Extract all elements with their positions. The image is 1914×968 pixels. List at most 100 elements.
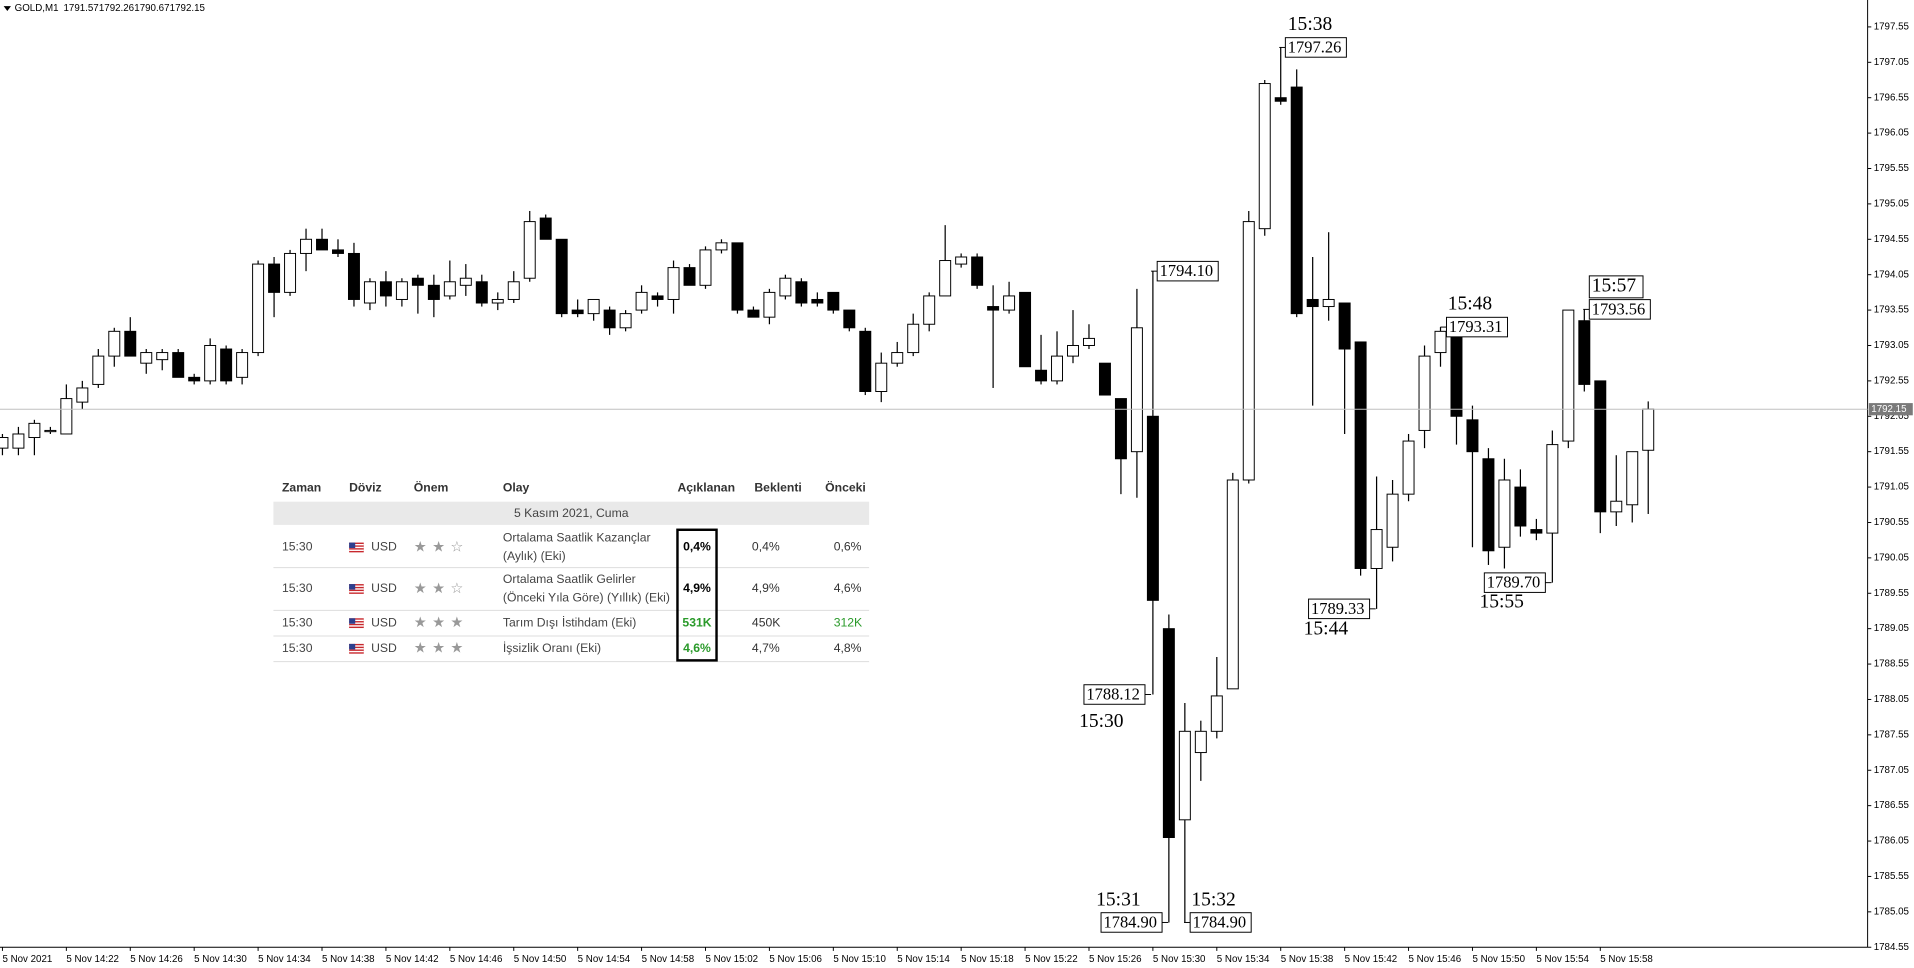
candle-body (475, 281, 488, 304)
candle-body (284, 252, 297, 293)
calendar-actual: 0,4% (683, 540, 711, 554)
candle-body (12, 433, 25, 449)
candle-body (1114, 398, 1127, 460)
flag-stripe (349, 546, 364, 549)
candle-body (108, 330, 121, 357)
annotation-box (1156, 260, 1219, 282)
flag-stripe (349, 619, 364, 622)
candle-body (1530, 529, 1543, 534)
annotation-price: 1789.33 (1311, 599, 1365, 618)
candle-body (907, 323, 920, 354)
candle-body (1051, 355, 1064, 382)
candle-body (731, 242, 744, 311)
annotation-price: 1784.90 (1103, 912, 1157, 931)
candle-body (939, 260, 952, 297)
candle-body (811, 298, 824, 304)
candle-body (603, 309, 616, 329)
candle-body (971, 256, 984, 286)
candle-body (763, 291, 776, 318)
candle-body (571, 309, 584, 315)
x-tick-label: 5 Nov 15:46 (1409, 954, 1462, 965)
annotation-time: 15:38 (1288, 14, 1333, 35)
price-label: 1792.15 (1871, 404, 1907, 415)
candle-body (827, 291, 840, 311)
annotation-time: 15:55 (1479, 591, 1523, 612)
candle-body (1402, 440, 1415, 495)
x-tick-label: 5 Nov 15:58 (1600, 954, 1653, 965)
candle-body (715, 242, 728, 251)
annotation-box (1483, 572, 1546, 593)
y-tick-label: 1796.55 (1874, 92, 1910, 103)
x-tick-label: 5 Nov 14:26 (130, 954, 183, 965)
calendar-currency: USD (371, 641, 397, 655)
candle-body (523, 221, 536, 279)
calendar-actual: 531K (682, 615, 711, 629)
candle-body (1466, 419, 1479, 453)
flag-stripe (349, 650, 364, 653)
y-tick-label: 1789.05 (1874, 623, 1910, 634)
candle-body (1210, 695, 1223, 732)
candle-body (1370, 529, 1383, 569)
calendar-date-band (273, 501, 870, 525)
calendar-previous: 0,6% (834, 540, 862, 554)
flag-canton (349, 643, 356, 650)
x-tick-label: 5 Nov 15:10 (833, 954, 886, 965)
ohlc-low: 1790.67 (134, 3, 169, 14)
candle-body (1003, 295, 1016, 311)
annotation-box (1445, 316, 1509, 338)
y-tick-label: 1789.55 (1874, 588, 1910, 599)
calendar-event: Ortalama Saatlik Kazançlar (503, 531, 651, 545)
x-tick-label: 5 Nov 15:14 (897, 954, 950, 965)
x-tick-label: 5 Nov 14:50 (514, 954, 567, 965)
x-tick-label: 5 Nov 14:42 (386, 954, 439, 965)
candle-body (1562, 309, 1575, 442)
y-tick-label: 1788.05 (1874, 694, 1910, 705)
importance-star: ★ (414, 641, 427, 657)
x-tick-label: 5 Nov 14:34 (258, 954, 311, 965)
calendar-header: Önem (414, 479, 449, 494)
candle-body (667, 267, 680, 300)
annotation-time: 15:57 (1592, 275, 1637, 296)
candle-body (1082, 337, 1095, 346)
candle-body (1546, 444, 1559, 534)
candle-body (395, 281, 408, 300)
ohlc-close: 1792.15 (170, 3, 206, 14)
y-tick-label: 1792.05 (1874, 411, 1910, 422)
candle-body (747, 309, 760, 318)
candle-body (1178, 730, 1191, 821)
calendar-header: Önceki (825, 479, 866, 494)
annotation-time: 15:31 (1096, 889, 1140, 910)
x-tick-label: 5 Nov 15:38 (1281, 954, 1334, 965)
y-tick-label: 1794.55 (1874, 234, 1910, 245)
importance-star: ★ (432, 615, 445, 631)
importance-star: ★ (450, 641, 463, 657)
y-tick-label: 1793.55 (1874, 305, 1910, 316)
candle-body (332, 249, 344, 254)
annotation-price: 1788.12 (1086, 685, 1140, 704)
calendar-time: 15:30 (282, 615, 313, 629)
x-tick-label: 5 Nov 15:54 (1536, 954, 1589, 965)
calendar-forecast: 4,7% (752, 641, 780, 655)
candle-body (28, 422, 41, 439)
candle-body (363, 281, 376, 304)
x-tick-label: 5 Nov 15:50 (1472, 954, 1525, 965)
importance-star: ★ (450, 615, 463, 631)
flag-canton (349, 542, 356, 549)
chart-title: GOLD,M1 (15, 3, 59, 14)
candle-body (379, 281, 392, 297)
annotation-time: 15:44 (1304, 618, 1349, 639)
flag-stripe (349, 549, 364, 551)
y-tick-label: 1788.55 (1874, 659, 1910, 670)
y-tick-label: 1793.05 (1874, 340, 1910, 351)
calendar-forecast: 450K (752, 615, 780, 629)
calendar-date: 5 Kasım 2021, Cuma (514, 506, 629, 520)
calendar-event: Tarım Dışı İstihdam (Eki) (503, 615, 636, 629)
annotation-time-box (1588, 275, 1644, 299)
candle-body (124, 330, 137, 357)
calendar-forecast: 0,4% (752, 540, 780, 554)
y-tick-label: 1785.05 (1874, 906, 1910, 917)
candle-body (1242, 221, 1255, 481)
flag-stripe (349, 543, 364, 546)
calendar-currency: USD (371, 540, 397, 554)
